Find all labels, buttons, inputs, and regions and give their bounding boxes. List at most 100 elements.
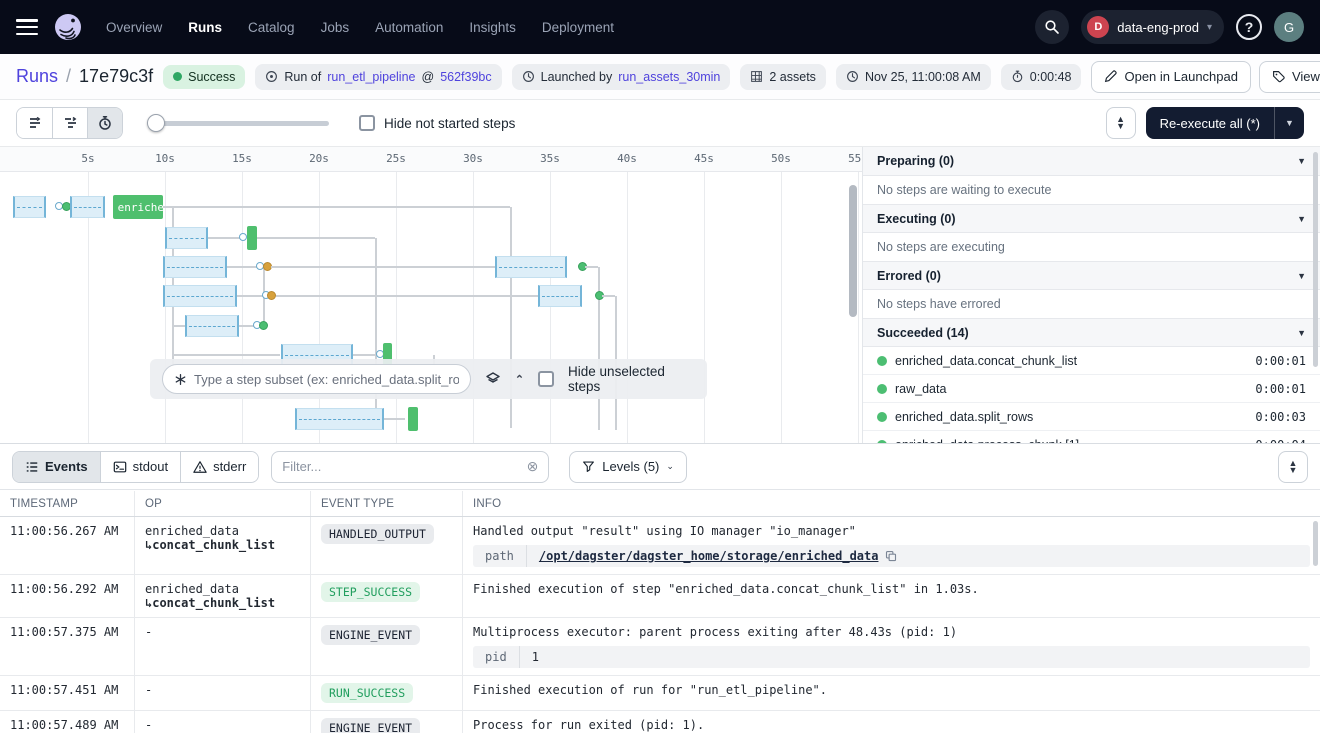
step-section-header[interactable]: Preparing (0) ▼ xyxy=(863,147,1320,176)
gantt-axis-tick: 15s xyxy=(232,152,252,165)
step-list-item[interactable]: enriched_data.process_chunk [1] 0:00:04 xyxy=(863,431,1320,443)
nav-item-deployment[interactable]: Deployment xyxy=(541,19,614,35)
tag-duration[interactable]: 0:00:48 xyxy=(1000,63,1082,90)
event-log-row[interactable]: 11:00:57.451 AM - RUN_SUCCESS Finished exec… xyxy=(0,676,1320,711)
gantt-connector-line xyxy=(509,207,512,428)
tab-stdout[interactable]: stdout xyxy=(99,451,181,482)
step-section-header[interactable]: Executing (0) ▼ xyxy=(863,204,1320,233)
step-section-header[interactable]: Succeeded (14) ▼ xyxy=(863,318,1320,347)
commit-link[interactable]: 562f39bc xyxy=(440,69,492,84)
chevron-down-icon: ⌄ xyxy=(666,461,674,471)
event-timestamp: 11:00:57.375 AM xyxy=(0,618,135,675)
gantt-step-bar[interactable] xyxy=(246,226,258,250)
gantt-step-bar[interactable] xyxy=(382,343,393,367)
open-in-launchpad-button[interactable]: Open in Launchpad xyxy=(1091,60,1251,93)
gantt-waiting-box[interactable] xyxy=(185,315,239,337)
step-section-empty: No steps are executing xyxy=(863,233,1320,261)
tag-run-of[interactable]: Run of run_etl_pipeline @562f39bc xyxy=(255,63,502,90)
collapse-overlay-caret[interactable]: ⌃ xyxy=(514,373,525,386)
deployment-switcher[interactable]: D data-eng-prod ▾ xyxy=(1081,10,1224,44)
expand-log-panel-button[interactable]: ▲ ▼ xyxy=(1278,450,1308,483)
event-info: Multiprocess executor: parent process ex… xyxy=(463,618,1320,675)
event-op: enriched_data ↳concat_chunk_list xyxy=(135,575,311,617)
step-subset-input[interactable] xyxy=(194,371,459,387)
gantt-axis-tick: 45s xyxy=(694,152,714,165)
reexecute-dropdown-caret[interactable]: ▼ xyxy=(1274,107,1304,139)
reexecute-button[interactable]: Re-execute all (*) ▼ xyxy=(1145,107,1304,139)
copy-icon[interactable] xyxy=(885,550,897,562)
op-name: enriched_data xyxy=(145,582,239,596)
hamburger-menu-icon[interactable] xyxy=(16,19,38,35)
success-dot-icon xyxy=(877,439,887,443)
layout-flat-button[interactable] xyxy=(17,108,52,138)
help-button[interactable]: ? xyxy=(1236,14,1262,40)
layers-icon[interactable] xyxy=(485,371,501,387)
gantt-waiting-box[interactable] xyxy=(537,285,583,307)
slider-handle[interactable] xyxy=(147,114,165,132)
event-log-scrollbar[interactable] xyxy=(1313,521,1318,566)
dagster-logo[interactable] xyxy=(52,11,84,43)
gantt-waiting-box[interactable] xyxy=(12,196,47,218)
expand-collapse-panel-button[interactable]: ▲ ▼ xyxy=(1105,107,1136,139)
gantt-connector-line xyxy=(375,238,378,428)
dashed-line xyxy=(16,207,43,208)
log-filter-input[interactable] xyxy=(282,459,519,474)
nav-item-insights[interactable]: Insights xyxy=(469,19,516,35)
clear-filter-icon[interactable]: ⊗ xyxy=(526,458,539,474)
nav-item-jobs[interactable]: Jobs xyxy=(320,19,350,35)
gantt-scrollbar[interactable] xyxy=(849,185,857,317)
nav-item-runs[interactable]: Runs xyxy=(188,19,223,35)
hide-not-started-label: Hide not started steps xyxy=(384,115,516,131)
tab-events[interactable]: Events xyxy=(13,451,100,482)
step-list-item[interactable]: enriched_data.concat_chunk_list 0:00:01 xyxy=(863,347,1320,375)
step-name: enriched_data.split_rows xyxy=(895,409,1034,424)
view-tags-config-button[interactable]: View tags and config xyxy=(1258,60,1320,93)
metadata-text: 1 xyxy=(531,650,539,664)
gantt-waiting-box[interactable] xyxy=(70,196,105,218)
nav-item-overview[interactable]: Overview xyxy=(106,19,163,35)
gantt-gridline xyxy=(242,172,243,443)
event-log-row[interactable]: 11:00:56.267 AM enriched_data ↳concat_chun… xyxy=(0,517,1320,575)
gantt-waiting-box[interactable] xyxy=(494,256,567,278)
gantt-waiting-box[interactable] xyxy=(163,285,238,307)
breadcrumb-runs-link[interactable]: Runs xyxy=(16,66,59,86)
event-log-row[interactable]: 11:00:56.292 AM enriched_data ↳concat_chun… xyxy=(0,575,1320,618)
tab-stderr[interactable]: stderr xyxy=(180,451,259,482)
user-avatar[interactable]: G xyxy=(1274,12,1304,42)
step-subset-input-wrap xyxy=(162,364,471,394)
dashed-line xyxy=(541,296,579,297)
layout-timed-button[interactable] xyxy=(87,108,122,138)
gantt-waiting-box[interactable] xyxy=(163,256,227,278)
search-button[interactable] xyxy=(1035,10,1070,44)
path-link[interactable]: /opt/dagster/dagster_home/storage/enrich… xyxy=(538,549,879,563)
tag-start-time[interactable]: Nov 25, 11:00:08 AM xyxy=(835,63,991,90)
deployment-name: data-eng-prod xyxy=(1117,19,1199,35)
event-log-row[interactable]: 11:00:57.489 AM - ENGINE_EVENT Process for … xyxy=(0,711,1320,733)
dashed-line xyxy=(169,238,205,239)
nav-item-automation[interactable]: Automation xyxy=(375,19,444,35)
step-section-header[interactable]: Errored (0) ▼ xyxy=(863,261,1320,290)
pipeline-link[interactable]: run_etl_pipeline xyxy=(327,69,416,84)
gantt-step-bar[interactable]: enriche… xyxy=(112,195,164,219)
step-list-item[interactable]: raw_data 0:00:01 xyxy=(863,375,1320,403)
tag-launched-by[interactable]: Launched by run_assets_30min xyxy=(511,63,731,90)
event-log-row[interactable]: 11:00:57.375 AM - ENGINE_EVENT Multiprocess… xyxy=(0,618,1320,676)
gantt-waiting-box[interactable] xyxy=(165,227,209,249)
gantt-zoom-slider[interactable] xyxy=(147,114,329,132)
layout-waterfall-button[interactable] xyxy=(52,108,87,138)
gantt-gridline xyxy=(396,172,397,443)
levels-filter-button[interactable]: Levels (5) ⌄ xyxy=(569,450,687,483)
event-log-section: Events stdout stderr ⊗ xyxy=(0,443,1320,733)
gantt-step-bar[interactable] xyxy=(408,407,418,431)
run-steps-panel: Preparing (0) ▼ No steps are waiting to ex… xyxy=(862,147,1320,443)
hide-not-started-checkbox[interactable] xyxy=(359,115,375,131)
gantt-waiting-box[interactable] xyxy=(295,408,384,430)
nav-item-catalog[interactable]: Catalog xyxy=(248,19,295,35)
event-info: Finished execution of step "enriched_dat… xyxy=(463,575,1320,617)
schedule-link[interactable]: run_assets_30min xyxy=(618,69,721,84)
step-list-item[interactable]: enriched_data.split_rows 0:00:03 xyxy=(863,403,1320,431)
hide-unselected-checkbox[interactable] xyxy=(538,371,555,387)
event-timestamp: 11:00:57.489 AM xyxy=(0,711,135,733)
tag-assets[interactable]: 2 assets xyxy=(740,63,826,90)
steps-panel-scrollbar[interactable] xyxy=(1313,152,1318,367)
